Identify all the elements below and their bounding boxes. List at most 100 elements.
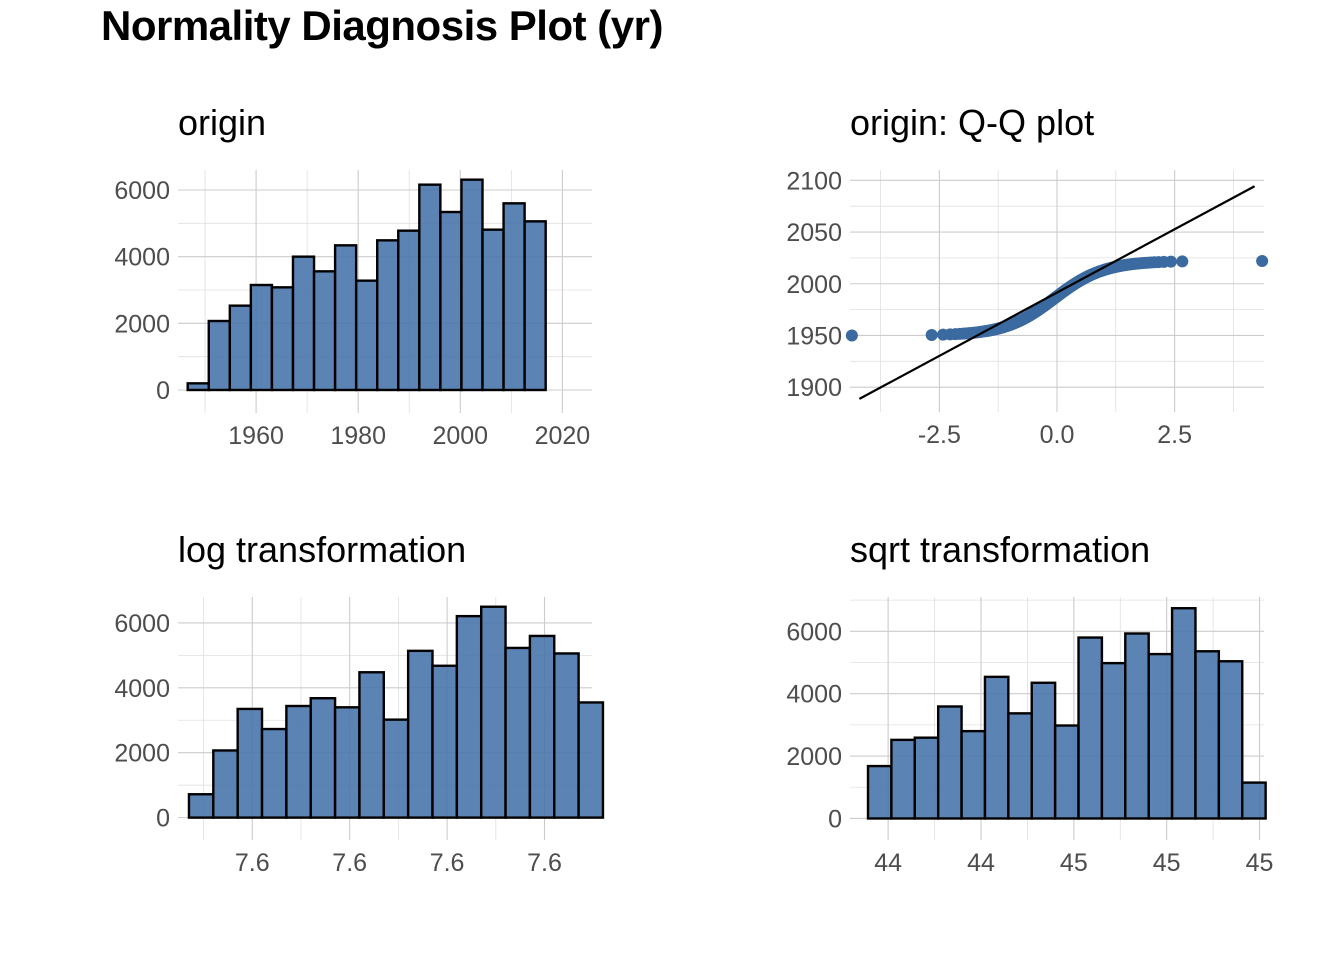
x-tick-label: 7.6: [430, 849, 465, 877]
histogram-bar: [187, 793, 215, 819]
x-tick-label: 7.6: [527, 849, 562, 877]
panel-title-qq: origin: Q-Q plot: [850, 102, 1094, 143]
histogram-bar: [333, 706, 361, 819]
x-tick-label: 7.6: [332, 849, 367, 877]
panel-origin: origin 1960 1980 2000 2020 0 2000 4000 6000: [114, 102, 592, 450]
y-tick-label: 2100: [786, 167, 842, 195]
histogram-bar: [1217, 660, 1244, 820]
histogram-bar: [207, 319, 232, 392]
chart-main-title: Normality Diagnosis Plot (yr): [101, 2, 663, 49]
x-tick-label: 1960: [228, 422, 284, 450]
y-tick-label: 6000: [786, 618, 842, 646]
y-tick-label: 0: [828, 805, 842, 833]
y-tick-label: 4000: [786, 681, 842, 709]
histogram-bar: [291, 255, 316, 392]
panel-title-sqrt: sqrt transformation: [850, 529, 1150, 570]
panel-qq: origin: Q-Q plot -2.5 0.0 2.5 1900 1950 2000 20…: [786, 102, 1269, 449]
y-tick-label: 0: [156, 805, 170, 833]
y-tick-label: 2050: [786, 219, 842, 247]
histogram-bar: [1194, 650, 1221, 820]
histogram-bar: [270, 286, 295, 392]
histogram-bar: [382, 718, 410, 819]
panel-title-origin: origin: [178, 102, 266, 143]
histogram-bar: [236, 707, 264, 819]
histogram-bar: [504, 646, 532, 819]
x-tick-label: -2.5: [918, 421, 961, 449]
panel-title-log: log transformation: [178, 529, 466, 570]
histogram-bar: [309, 697, 337, 819]
qq-point: [1256, 255, 1269, 268]
x-tick-label: 7.6: [235, 849, 270, 877]
x-tick-label: 44: [874, 849, 902, 877]
histogram-bar: [890, 738, 916, 820]
panel-log: log transformation 7.6 7.6 7.6 7.6 0 2000 4000 6…: [114, 529, 605, 877]
histogram-bar: [502, 202, 526, 392]
histogram-bar: [376, 239, 400, 392]
y-tick-label: 0: [156, 377, 170, 405]
qq-reference-line: [858, 185, 1256, 400]
histogram-bar: [481, 228, 505, 392]
histogram-bar: [1170, 607, 1197, 820]
histogram-bar: [358, 671, 385, 819]
histogram-bar: [1147, 652, 1174, 820]
y-tick-label: 2000: [114, 310, 170, 338]
x-tick-label: 45: [1246, 849, 1274, 877]
histogram-bar: [936, 705, 963, 820]
histogram-bar: [406, 649, 434, 819]
histogram-bar: [455, 614, 483, 819]
histogram-bar: [866, 764, 893, 820]
histogram-bar: [333, 244, 358, 392]
histogram-bar: [1124, 632, 1150, 820]
x-tick-label: 2.5: [1157, 421, 1192, 449]
histogram-bar: [479, 605, 507, 819]
panel-sqrt: sqrt transformation 44 44 45 45 45 0 2000 4000 60…: [786, 529, 1273, 877]
histogram-bar: [212, 749, 239, 819]
x-tick-label: 45: [1060, 849, 1088, 877]
histogram-bar: [523, 220, 547, 392]
histogram-bar: [1007, 712, 1033, 820]
histogram-bar: [354, 279, 379, 392]
histogram-bar: [960, 729, 987, 820]
qq-point: [1164, 255, 1177, 268]
histogram-bar: [460, 178, 484, 392]
histogram-bar: [1030, 681, 1057, 820]
qq-point: [1176, 255, 1189, 268]
histogram-bar: [439, 210, 463, 392]
qq-point: [925, 328, 938, 341]
histogram-bar: [431, 664, 459, 819]
x-tick-label: 0.0: [1040, 421, 1075, 449]
x-tick-label: 2000: [432, 422, 488, 450]
histogram-bar: [1241, 781, 1267, 820]
y-tick-label: 6000: [114, 610, 170, 638]
histogram-bar: [186, 382, 210, 392]
y-tick-label: 4000: [114, 244, 170, 272]
histogram-bar: [249, 283, 274, 392]
histogram-bar: [285, 704, 312, 819]
histogram-bar: [260, 727, 288, 819]
histogram-bar: [983, 675, 1010, 820]
y-tick-label: 2000: [114, 740, 170, 768]
histogram-bar: [553, 652, 580, 819]
histogram-bar: [228, 304, 253, 392]
histogram-bar: [1077, 636, 1104, 820]
histogram-bar: [418, 183, 442, 392]
x-tick-label: 45: [1153, 849, 1181, 877]
x-tick-label: 1980: [330, 422, 386, 450]
histogram-bar: [913, 736, 940, 820]
qq-point: [845, 329, 858, 342]
y-tick-label: 2000: [786, 743, 842, 771]
histogram-bar: [1100, 661, 1127, 820]
y-tick-label: 1900: [786, 374, 842, 402]
y-tick-label: 6000: [114, 177, 170, 205]
histogram-bar: [577, 701, 605, 819]
histogram-bar: [312, 270, 337, 392]
y-tick-label: 1950: [786, 322, 842, 350]
histogram-bar: [397, 229, 421, 392]
y-tick-label: 4000: [114, 675, 170, 703]
histogram-bar: [1053, 724, 1080, 820]
y-tick-label: 2000: [786, 271, 842, 299]
x-tick-label: 2020: [535, 422, 591, 450]
x-tick-label: 44: [967, 849, 995, 877]
histogram-bar: [528, 634, 556, 819]
